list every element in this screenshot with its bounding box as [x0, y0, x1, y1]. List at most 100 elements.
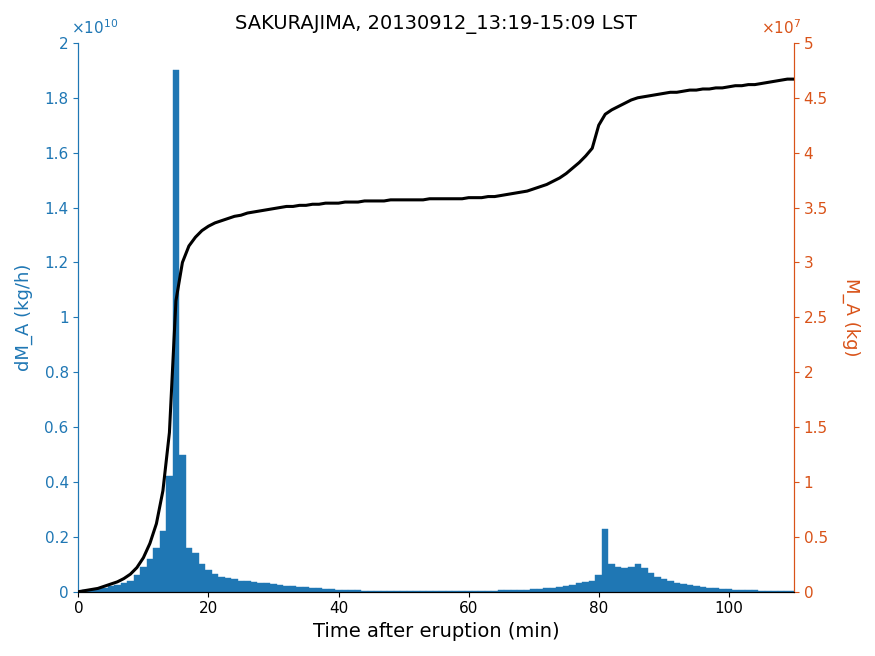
Bar [284, 586, 290, 592]
Bar [596, 575, 602, 592]
Bar [88, 590, 94, 592]
Bar [172, 70, 179, 592]
Bar [225, 578, 231, 592]
Bar [687, 585, 693, 592]
Y-axis label: dM_A (kg/h): dM_A (kg/h) [15, 264, 33, 371]
Y-axis label: M_A (kg): M_A (kg) [842, 278, 860, 357]
Bar [381, 591, 388, 592]
Bar [648, 573, 654, 592]
Title: SAKURAJIMA, 20130912_13:19-15:09 LST: SAKURAJIMA, 20130912_13:19-15:09 LST [235, 15, 637, 34]
Bar [368, 590, 374, 592]
Bar [758, 590, 765, 592]
Bar [263, 583, 270, 592]
Bar [179, 455, 186, 592]
Bar [537, 589, 543, 592]
Bar [583, 582, 589, 592]
Bar [543, 588, 550, 592]
Bar [192, 553, 199, 592]
Bar [504, 590, 511, 592]
Bar [498, 590, 504, 592]
Bar [140, 567, 147, 592]
Bar [621, 568, 628, 592]
Bar [570, 585, 576, 592]
Bar [238, 581, 244, 592]
Bar [329, 589, 335, 592]
Bar [153, 548, 159, 592]
Bar [517, 590, 524, 592]
Bar [706, 588, 712, 592]
Bar [212, 574, 218, 592]
Bar [511, 590, 517, 592]
Bar [712, 588, 719, 592]
Bar [641, 568, 648, 592]
Bar [654, 577, 661, 592]
Bar [765, 590, 771, 592]
Bar [746, 590, 752, 592]
Bar [602, 529, 608, 592]
Bar [322, 589, 329, 592]
Bar [719, 588, 725, 592]
Bar [290, 586, 297, 592]
Bar [550, 588, 556, 592]
Bar [725, 589, 732, 592]
Bar [374, 591, 381, 592]
Bar [563, 586, 570, 592]
Bar [348, 590, 354, 592]
Bar [108, 586, 114, 592]
Bar [102, 588, 108, 592]
Text: $\times 10^{7}$: $\times 10^{7}$ [761, 19, 801, 37]
Bar [556, 586, 563, 592]
Bar [303, 587, 309, 592]
Bar [159, 531, 166, 592]
Bar [342, 590, 348, 592]
Bar [589, 581, 596, 592]
Bar [316, 588, 322, 592]
Bar [297, 586, 303, 592]
Bar [166, 476, 172, 592]
Bar [693, 586, 699, 592]
Bar [608, 564, 615, 592]
Bar [361, 590, 368, 592]
Bar [218, 577, 225, 592]
Bar [530, 589, 537, 592]
X-axis label: Time after eruption (min): Time after eruption (min) [312, 622, 559, 641]
Bar [674, 583, 680, 592]
Bar [492, 590, 498, 592]
Bar [270, 584, 276, 592]
Bar [628, 567, 634, 592]
Text: $\times 10^{10}$: $\times 10^{10}$ [71, 19, 118, 37]
Bar [335, 590, 342, 592]
Bar [127, 581, 134, 592]
Bar [472, 591, 479, 592]
Bar [524, 590, 530, 592]
Bar [231, 579, 238, 592]
Bar [699, 587, 706, 592]
Bar [134, 575, 140, 592]
Bar [615, 567, 621, 592]
Bar [771, 591, 778, 592]
Bar [485, 591, 492, 592]
Bar [752, 590, 758, 592]
Bar [354, 590, 361, 592]
Bar [199, 564, 206, 592]
Bar [251, 582, 257, 592]
Bar [479, 591, 485, 592]
Bar [147, 559, 153, 592]
Bar [732, 590, 738, 592]
Bar [206, 570, 212, 592]
Bar [634, 564, 641, 592]
Bar [186, 548, 192, 592]
Bar [778, 591, 784, 592]
Bar [244, 581, 251, 592]
Bar [257, 583, 263, 592]
Bar [114, 585, 121, 592]
Bar [81, 590, 88, 592]
Bar [276, 585, 284, 592]
Bar [738, 590, 746, 592]
Bar [576, 583, 583, 592]
Bar [667, 581, 674, 592]
Bar [94, 589, 102, 592]
Bar [661, 579, 667, 592]
Bar [680, 584, 687, 592]
Bar [121, 583, 127, 592]
